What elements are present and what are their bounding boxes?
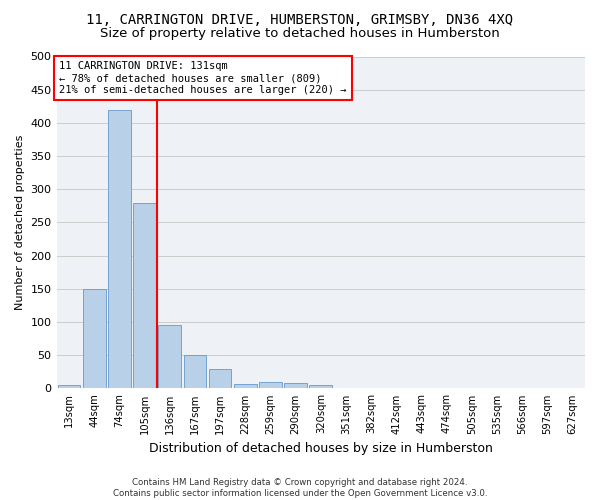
- Text: Size of property relative to detached houses in Humberston: Size of property relative to detached ho…: [100, 28, 500, 40]
- Bar: [184, 355, 206, 388]
- Bar: [284, 383, 307, 388]
- X-axis label: Distribution of detached houses by size in Humberston: Distribution of detached houses by size …: [149, 442, 493, 455]
- Bar: [133, 202, 156, 388]
- Text: Contains HM Land Registry data © Crown copyright and database right 2024.
Contai: Contains HM Land Registry data © Crown c…: [113, 478, 487, 498]
- Bar: [234, 384, 257, 388]
- Text: 11, CARRINGTON DRIVE, HUMBERSTON, GRIMSBY, DN36 4XQ: 11, CARRINGTON DRIVE, HUMBERSTON, GRIMSB…: [86, 12, 514, 26]
- Bar: [259, 382, 282, 388]
- Bar: [58, 385, 80, 388]
- Bar: [310, 385, 332, 388]
- Text: 11 CARRINGTON DRIVE: 131sqm
← 78% of detached houses are smaller (809)
21% of se: 11 CARRINGTON DRIVE: 131sqm ← 78% of det…: [59, 62, 347, 94]
- Y-axis label: Number of detached properties: Number of detached properties: [15, 135, 25, 310]
- Bar: [108, 110, 131, 388]
- Bar: [83, 289, 106, 388]
- Bar: [209, 368, 232, 388]
- Bar: [158, 326, 181, 388]
